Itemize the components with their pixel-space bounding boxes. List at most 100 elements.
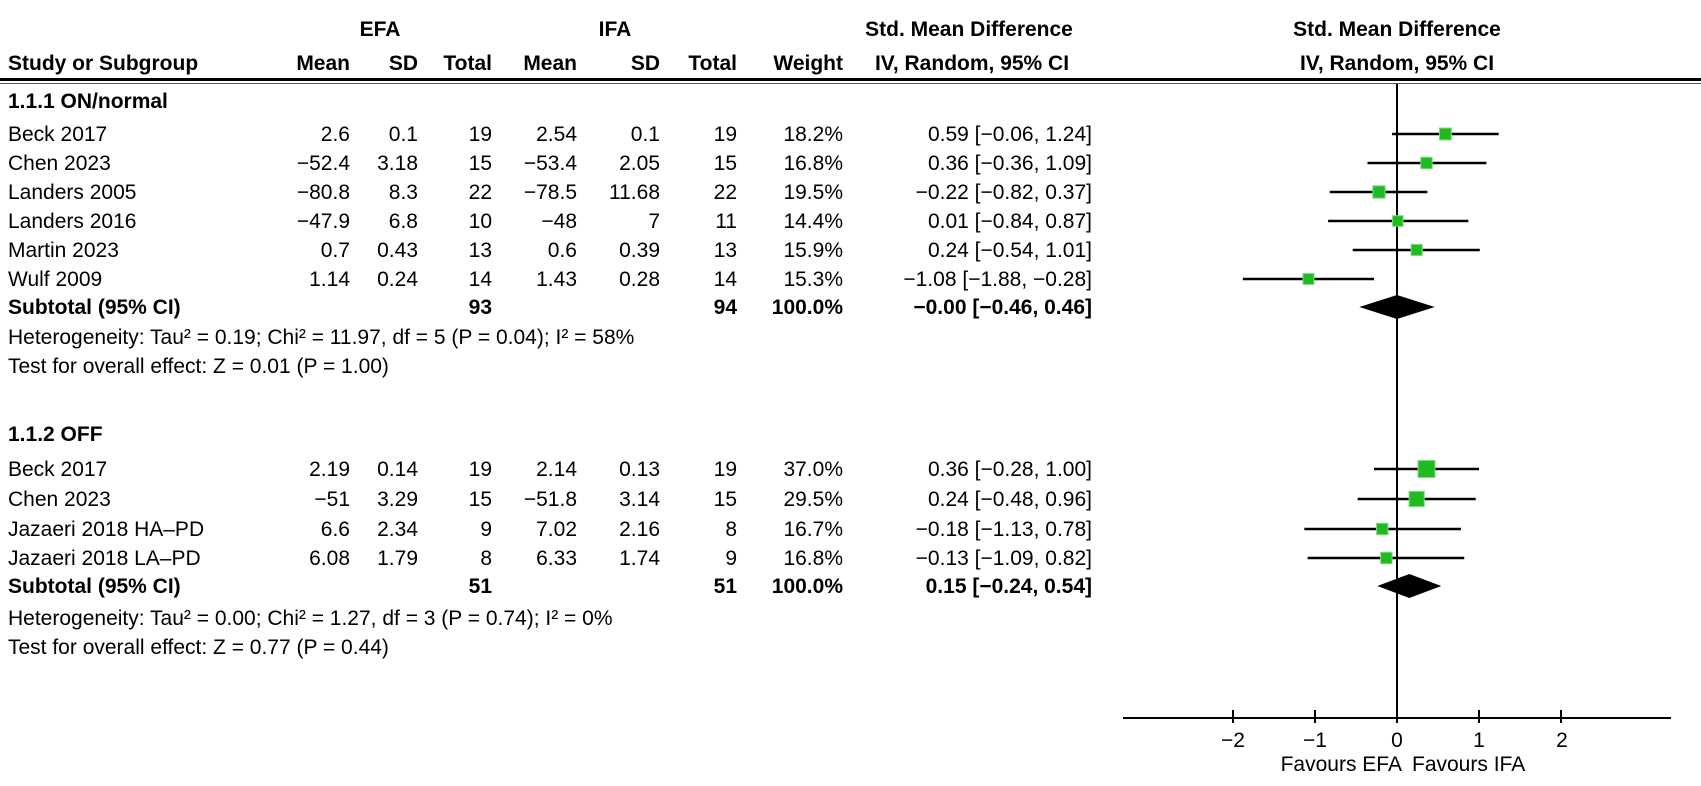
subtotal-label: Subtotal (95% CI) (8, 575, 181, 598)
efa-sd: 3.29 (377, 488, 418, 511)
study-ci: 0.59 [−0.06, 1.24] (927, 123, 1092, 146)
axis-tick-label: 1 (1473, 729, 1485, 752)
study-row: Beck 2017 2.6 0.1 19 2.54 0.1 19 18.2% 0… (0, 121, 1130, 148)
ifa-mean: 1.43 (536, 268, 577, 291)
heterogeneity-row: Heterogeneity: Tau² = 0.19; Chi² = 11.97… (0, 324, 1130, 351)
efa-sd: 0.1 (388, 123, 418, 146)
ifa-sd: 1.74 (619, 547, 660, 570)
efa-mean: 6.6 (320, 518, 350, 541)
study-row: Jazaeri 2018 HA–PD 6.6 2.34 9 7.02 2.16 … (0, 516, 1130, 543)
ifa-mean: −51.8 (523, 488, 577, 511)
ifa-sd: 0.1 (630, 123, 660, 146)
study-ci: −0.22 [−0.82, 0.37] (915, 181, 1092, 204)
efa-sd: 3.18 (377, 152, 418, 175)
ifa-sd: 2.16 (619, 518, 660, 541)
group-header-row: EFA IFA Std. Mean Difference Std. Mean D… (0, 16, 1501, 43)
subgroup-label: 1.1.2 OFF (8, 423, 103, 446)
ci-col-header: IV, Random, 95% CI (874, 52, 1070, 75)
ifa-mean: −48 (541, 210, 577, 233)
ifa-sd-header: SD (630, 52, 660, 75)
subtotal-row: Subtotal (95% CI) 93 94 100.0% −0.00 [−0… (0, 294, 1130, 321)
study-ci: −1.08 [−1.88, −0.28] (903, 268, 1092, 291)
subtotal-ifa-total: 51 (713, 575, 737, 598)
study-weight: 16.8% (783, 547, 843, 570)
ifa-group-header: IFA (598, 18, 632, 41)
smd-title-plot: Std. Mean Difference (1293, 18, 1501, 41)
efa-mean: 6.08 (309, 547, 350, 570)
study-row: Landers 2005 −80.8 8.3 22 −78.5 11.68 22… (0, 179, 1130, 206)
efa-mean: −51 (314, 488, 350, 511)
efa-mean: −52.4 (296, 152, 350, 175)
axis-tick-label: −2 (1221, 729, 1245, 752)
efa-total: 9 (480, 518, 492, 541)
ifa-total: 15 (713, 152, 737, 175)
study-ci: 0.24 [−0.48, 0.96] (927, 488, 1092, 511)
study-weight: 15.3% (783, 268, 843, 291)
ifa-total: 8 (725, 518, 737, 541)
efa-mean: 1.14 (309, 268, 350, 291)
axis-tick-label: 2 (1556, 729, 1568, 752)
study-ci: 0.01 [−0.84, 0.87] (927, 210, 1092, 233)
ifa-total: 9 (725, 547, 737, 570)
study-name: Wulf 2009 (8, 268, 103, 291)
study-weight: 16.8% (783, 152, 843, 175)
subgroup-label-row: 1.1.2 OFF (0, 421, 1130, 448)
overall-effect-row: Test for overall effect: Z = 0.77 (P = 0… (0, 634, 1130, 661)
study-row: Jazaeri 2018 LA–PD 6.08 1.79 8 6.33 1.74… (0, 545, 1130, 572)
study-name: Beck 2017 (8, 458, 108, 481)
heterogeneity-text: Heterogeneity: Tau² = 0.00; Chi² = 1.27,… (8, 607, 613, 630)
ifa-total: 19 (713, 123, 737, 146)
favours-left-label: Favours EFA (1280, 753, 1402, 776)
subtotal-weight: 100.0% (771, 575, 843, 598)
efa-sd: 6.8 (388, 210, 418, 233)
study-name: Martin 2023 (8, 239, 119, 262)
study-weight: 18.2% (783, 123, 843, 146)
ifa-sd: 7 (648, 210, 660, 233)
ifa-total: 11 (715, 210, 737, 233)
efa-total: 15 (468, 152, 492, 175)
efa-mean: 0.7 (320, 239, 350, 262)
study-weight: 19.5% (783, 181, 843, 204)
ifa-mean-header: Mean (523, 52, 577, 75)
study-ci: 0.36 [−0.36, 1.09] (927, 152, 1092, 175)
study-row: Beck 2017 2.19 0.14 19 2.14 0.13 19 37.0… (0, 456, 1130, 483)
efa-sd: 0.14 (377, 458, 418, 481)
ifa-sd: 0.39 (619, 239, 660, 262)
ifa-sd: 0.28 (619, 268, 660, 291)
study-ci: 0.36 [−0.28, 1.00] (927, 458, 1092, 481)
study-row: Martin 2023 0.7 0.43 13 0.6 0.39 13 15.9… (0, 237, 1130, 264)
favours-right-label: Favours IFA (1412, 753, 1526, 776)
ifa-mean: 7.02 (536, 518, 577, 541)
study-ci: −0.18 [−1.13, 0.78] (915, 518, 1092, 541)
efa-total: 19 (468, 458, 492, 481)
efa-mean: 2.19 (309, 458, 350, 481)
efa-sd: 8.3 (388, 181, 418, 204)
axis-tick-label: 0 (1391, 729, 1403, 752)
ifa-total: 13 (713, 239, 737, 262)
efa-sd: 0.43 (377, 239, 418, 262)
ci-plot-header: IV, Random, 95% CI (1299, 52, 1495, 75)
ifa-total: 19 (713, 458, 737, 481)
efa-total: 15 (468, 488, 492, 511)
column-header-row: Study or Subgroup Mean SD Total Mean SD … (0, 50, 1494, 77)
study-name: Jazaeri 2018 HA–PD (8, 518, 205, 541)
efa-sd-header: SD (388, 52, 418, 75)
study-weight: 15.9% (783, 239, 843, 262)
ifa-total: 14 (713, 268, 737, 291)
subgroup-label: 1.1.1 ON/normal (8, 90, 168, 113)
study-ci: 0.24 [−0.54, 1.01] (927, 239, 1092, 262)
study-row: Wulf 2009 1.14 0.24 14 1.43 0.28 14 15.3… (0, 266, 1130, 293)
header-divider (0, 78, 1701, 81)
efa-total: 22 (468, 181, 492, 204)
efa-mean-header: Mean (296, 52, 350, 75)
ifa-sd: 0.13 (619, 458, 660, 481)
smd-title-table: Std. Mean Difference (865, 18, 1073, 41)
efa-total: 10 (468, 210, 492, 233)
subtotal-ifa-total: 94 (713, 296, 737, 319)
efa-sd: 0.24 (377, 268, 418, 291)
efa-mean: −47.9 (296, 210, 350, 233)
study-row: Chen 2023 −51 3.29 15 −51.8 3.14 15 29.5… (0, 486, 1130, 513)
study-col-header: Study or Subgroup (8, 52, 199, 75)
